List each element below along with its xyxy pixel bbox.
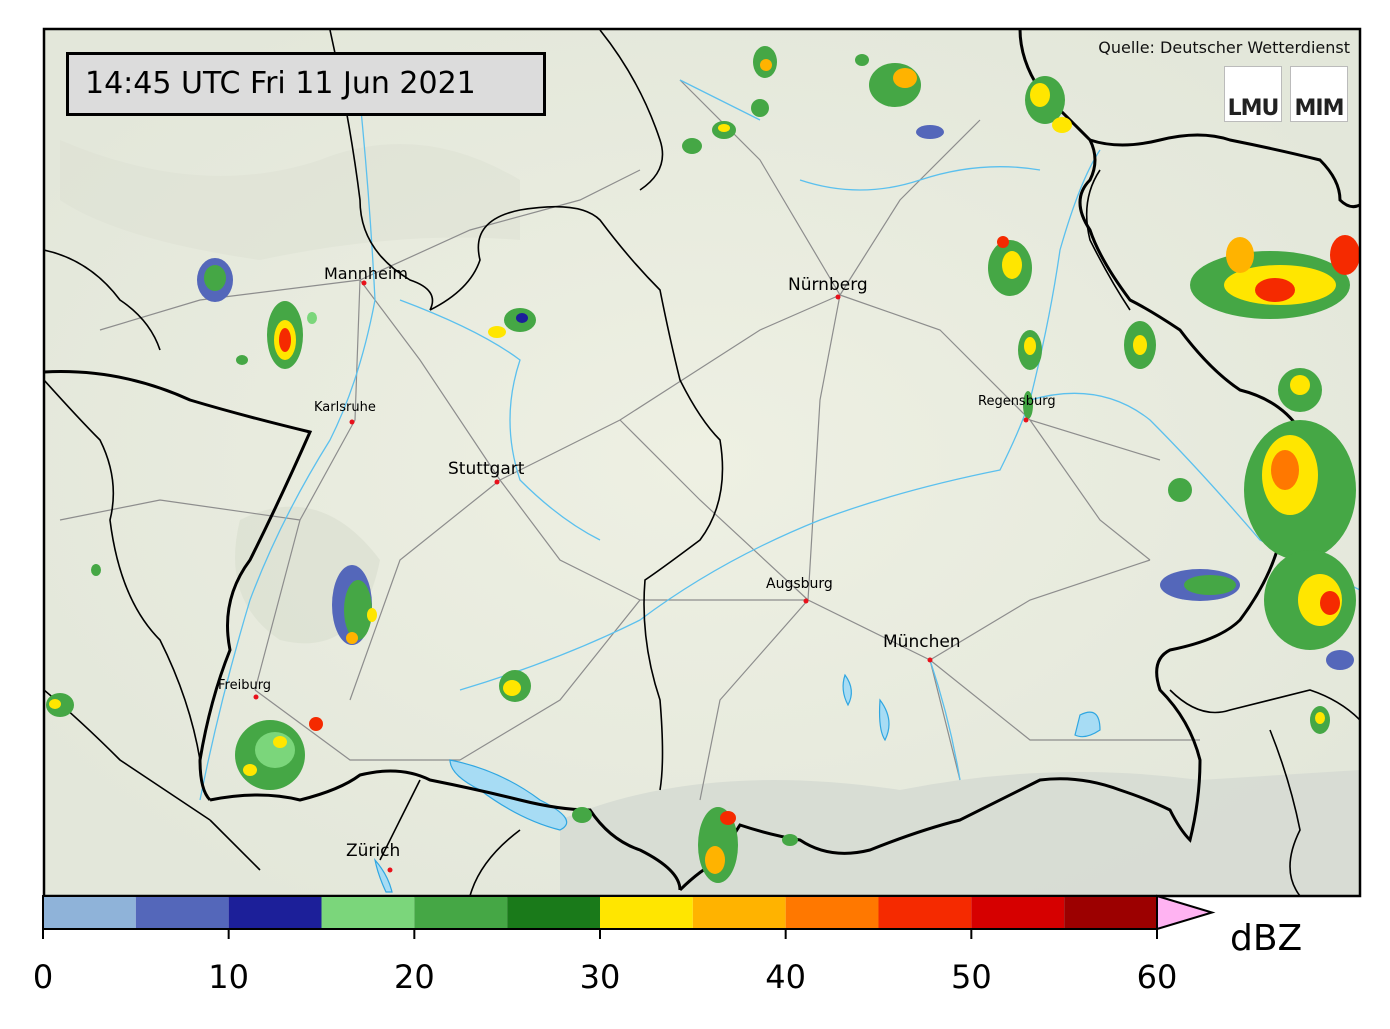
colorbar-bin [1064,896,1157,929]
colorbar-tick-label: 20 [393,958,435,996]
colorbar-tick-label: 0 [32,958,54,996]
echo-cell [1264,550,1356,734]
mim-logo: MIM [1290,66,1348,122]
colorbar-bin [43,896,136,929]
relief-patch [60,140,520,260]
city-label: Stuttgart [448,459,525,479]
colorbar-bin [600,896,693,929]
city-label: Regensburg [978,394,1056,409]
colorbar-bin [507,896,600,929]
echo-cell [499,670,531,702]
colorbar-bin [692,896,786,929]
colorbar-bin [135,896,229,929]
source-credit: Quelle: Deutscher Wetterdienst [1098,38,1350,57]
echo-cell [1018,330,1042,419]
colorbar-unit: dBZ [1230,918,1303,959]
colorbar-bin [785,896,879,929]
radar-echoes [46,46,1360,883]
echo-cell [197,258,233,302]
city-label: Mannheim [324,264,408,283]
city-markers [253,280,1029,873]
city-label: Zürich [346,841,401,861]
colorbar-bin [228,896,322,929]
colorbar-extend-arrow [1156,894,1216,931]
colorbar-bin [321,896,415,929]
lake-constance [449,759,568,831]
lake-chiemsee [1074,711,1101,738]
echo-cell [1025,76,1072,133]
colorbar [42,894,1216,939]
colorbar-tick-label: 60 [1136,958,1178,996]
lake-zurich [373,857,393,893]
city-label: Freiburg [218,678,272,693]
city-label: Karlsruhe [314,400,376,415]
echo-cell [855,54,944,139]
lake-ammersee [842,673,852,707]
city-label: Nürnberg [788,275,868,295]
echo-cell [46,564,101,717]
city-label: Augsburg [766,576,833,592]
echo-cell [682,46,777,154]
colorbar-bin [971,896,1065,929]
river-network [199,79,1360,801]
lake-starnberg [878,698,890,742]
echo-cell [332,565,377,645]
timestamp-label: 14:45 UTC Fri 11 Jun 2021 [66,52,546,116]
colorbar-bin [414,896,508,929]
colorbar-bin [878,896,972,929]
echo-cell [235,717,323,790]
national-borders [44,29,1360,892]
echo-cell [488,308,536,338]
colorbar-tick-label: 30 [579,958,621,996]
colorbar-tick-label: 40 [765,958,807,996]
echo-cell [1160,368,1356,601]
lmu-logo: LMU [1224,66,1282,122]
echo-cell [572,807,798,883]
state-borders [44,29,1360,896]
alps-relief [560,770,1360,896]
road-network [59,79,1200,801]
echo-cell [236,301,317,369]
echo-cell [988,236,1032,296]
city-label: München [883,632,961,652]
echo-cell [1124,235,1360,369]
colorbar-tick-label: 50 [950,958,992,996]
colorbar-tick-label: 10 [208,958,250,996]
